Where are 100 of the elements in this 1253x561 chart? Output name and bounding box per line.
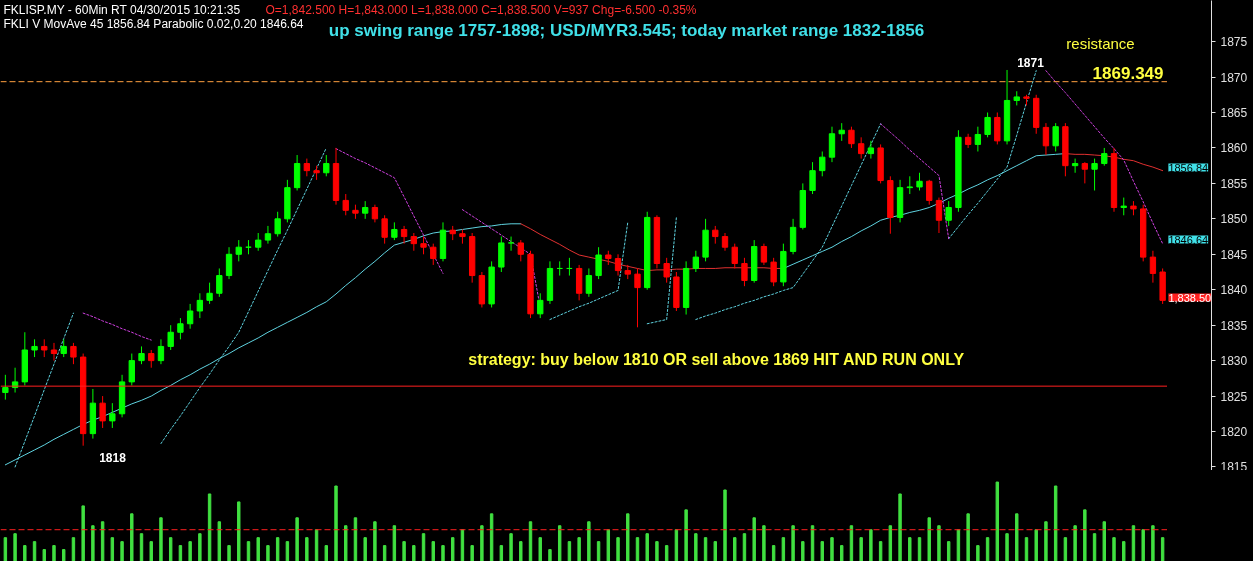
bar xyxy=(431,541,435,561)
bar xyxy=(1073,525,1077,561)
annotation: FKLI V MovAve 45 1856.84 Parabolic 0.02,0.20 1846.64 xyxy=(3,16,304,31)
candlestick xyxy=(274,211,281,238)
candlestick xyxy=(828,126,836,163)
text: 1846.64 xyxy=(1168,233,1209,246)
candlestick xyxy=(537,292,544,319)
bar xyxy=(237,501,241,561)
bar xyxy=(1122,541,1126,561)
ref-line-label: 1869.349 xyxy=(1092,63,1164,83)
candlestick xyxy=(157,338,165,365)
candlestick xyxy=(809,161,816,195)
y-tick-label: 1815 xyxy=(1220,459,1248,474)
bar xyxy=(149,541,153,561)
candlestick xyxy=(216,267,223,298)
candlestick xyxy=(1091,158,1098,191)
bar xyxy=(655,541,659,561)
candlestick xyxy=(1149,250,1157,284)
bar xyxy=(946,541,951,561)
y-tick-label: 1855 xyxy=(1220,176,1248,191)
bar xyxy=(3,537,8,561)
bar xyxy=(81,505,85,561)
bar xyxy=(509,533,513,561)
bar xyxy=(1083,509,1087,561)
y-tick-label: 1840 xyxy=(1220,283,1248,298)
bar xyxy=(577,537,581,561)
candlestick xyxy=(507,236,515,252)
bar xyxy=(771,545,776,561)
y-tick-label: 1850 xyxy=(1220,212,1248,227)
bar xyxy=(13,533,17,561)
candlestick xyxy=(128,353,135,386)
bar xyxy=(859,537,863,561)
candlestick xyxy=(1052,122,1059,152)
bar xyxy=(664,545,669,561)
bar xyxy=(324,545,328,561)
candlestick xyxy=(731,243,738,269)
bar xyxy=(587,521,591,561)
y-tick-label: 1860 xyxy=(1220,141,1248,156)
bar xyxy=(694,533,698,561)
candlestick xyxy=(323,154,330,177)
annotation: strategy: buy below 1810 OR sell above 1869 HIT AND RUN ONLY xyxy=(468,350,965,368)
bar xyxy=(1141,529,1145,561)
candlestick xyxy=(994,112,1001,145)
bar xyxy=(188,541,192,561)
bar xyxy=(888,525,893,561)
bar xyxy=(1053,485,1058,561)
candlestick xyxy=(342,193,349,216)
y-tick-label: 1820 xyxy=(1220,425,1248,440)
candlestick xyxy=(177,317,184,340)
bar xyxy=(402,541,406,561)
bar xyxy=(966,513,970,561)
bar xyxy=(801,541,805,561)
candlestick xyxy=(186,303,194,330)
y-tick-label: 1830 xyxy=(1220,354,1248,369)
candlestick xyxy=(741,257,748,287)
candlestick xyxy=(867,140,875,160)
bar xyxy=(499,545,504,561)
bar xyxy=(120,541,124,561)
bar xyxy=(1151,525,1155,561)
y-tick-label: 1875 xyxy=(1220,35,1248,50)
bar xyxy=(908,537,912,561)
bar xyxy=(334,485,338,561)
candlestick xyxy=(196,292,204,319)
candlestick xyxy=(1071,158,1079,174)
bar xyxy=(976,545,980,561)
candlestick xyxy=(634,267,641,328)
bar xyxy=(344,525,348,561)
candlestick xyxy=(974,126,982,152)
bar xyxy=(470,545,474,561)
bar xyxy=(519,541,523,561)
bar xyxy=(256,537,260,561)
candlestick xyxy=(857,136,865,160)
candlestick xyxy=(430,243,437,266)
bar xyxy=(23,545,27,561)
candlestick xyxy=(935,197,943,234)
bar xyxy=(295,517,299,561)
bar xyxy=(1015,513,1019,561)
candlestick xyxy=(770,257,777,287)
bar xyxy=(1034,529,1038,561)
candlestick xyxy=(235,239,242,262)
bar xyxy=(246,541,251,561)
candlestick xyxy=(945,200,952,227)
candlestick xyxy=(517,239,524,262)
bar xyxy=(548,549,552,561)
bar xyxy=(684,509,688,561)
text: 1,838.50 xyxy=(1168,291,1212,304)
candlestick xyxy=(50,342,58,362)
bar xyxy=(781,537,786,561)
candlestick xyxy=(225,246,233,280)
bar xyxy=(927,517,931,561)
candlestick xyxy=(692,250,700,273)
bar xyxy=(62,549,66,561)
bar xyxy=(1102,521,1106,561)
candlestick xyxy=(663,257,670,284)
annotation: 1871 xyxy=(1017,55,1045,70)
annotation: 1818 xyxy=(99,450,127,465)
bar xyxy=(606,529,611,561)
candlestick xyxy=(400,225,408,245)
candlestick xyxy=(381,214,388,245)
bar xyxy=(626,513,630,561)
